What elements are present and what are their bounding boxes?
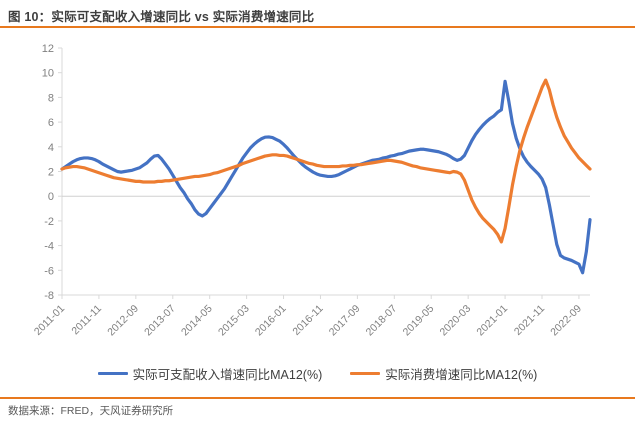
figure-title: 图 10：实际可支配收入增速同比 vs 实际消费增速同比 — [8, 10, 315, 24]
legend-label-income: 实际可支配收入增速同比MA12(%) — [132, 368, 323, 382]
income-line-swatch — [97, 371, 128, 376]
data-source: 数据来源：FRED，天风证券研究所 — [8, 405, 174, 417]
y-axis-label: -4 — [44, 241, 54, 253]
x-axis-label: 2016-11 — [290, 303, 325, 338]
footer-divider — [0, 397, 635, 399]
y-axis-label: -6 — [44, 265, 54, 277]
y-axis-label: -2 — [44, 216, 54, 228]
legend-item-consumption: 实际消费增速同比MA12(%) — [350, 364, 537, 383]
x-axis-label: 2018-07 — [364, 303, 400, 339]
y-axis-label: 6 — [48, 117, 54, 129]
x-axis-label: 2021-01 — [474, 303, 510, 339]
x-axis-label: 2019-05 — [401, 303, 437, 339]
x-axis-label: 2021-11 — [512, 303, 547, 338]
consumption-line-swatch — [350, 371, 381, 376]
title-divider — [0, 26, 635, 28]
y-axis-label: 8 — [48, 92, 54, 104]
x-axis-label: 2011-11 — [69, 303, 104, 338]
y-axis-label: 4 — [48, 142, 54, 154]
series-line-consumption — [60, 78, 592, 244]
x-axis-label: 2011-01 — [32, 303, 67, 338]
y-axis-label: 10 — [42, 68, 54, 80]
chart-legend: 实际可支配收入增速同比MA12(%) 实际消费增速同比MA12(%) — [0, 364, 635, 383]
x-axis-label: 2014-05 — [179, 303, 215, 339]
y-axis-label: 0 — [48, 191, 54, 203]
series-line-income — [60, 79, 592, 275]
x-axis-label: 2022-09 — [548, 303, 584, 339]
x-axis-label: 2017-09 — [327, 303, 363, 339]
x-axis-label: 2012-09 — [105, 303, 141, 339]
x-axis-label: 2016-01 — [253, 303, 289, 339]
x-axis-label: 2020-03 — [438, 303, 474, 339]
legend-item-income: 实际可支配收入增速同比MA12(%) — [97, 364, 323, 383]
y-axis-label: -8 — [44, 290, 54, 302]
y-axis-label: 12 — [42, 43, 54, 55]
legend-label-consumption: 实际消费增速同比MA12(%) — [385, 368, 538, 382]
x-axis-label: 2013-07 — [142, 303, 178, 339]
y-axis-label: 2 — [48, 167, 54, 179]
x-axis-label: 2015-03 — [216, 303, 252, 339]
